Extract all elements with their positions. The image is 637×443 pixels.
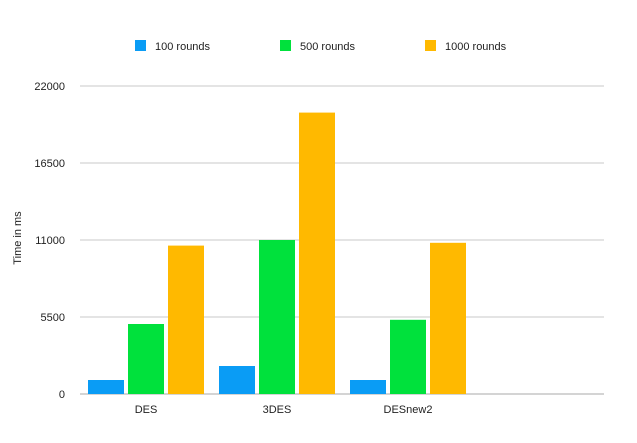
bar-des-series-1 bbox=[88, 380, 124, 394]
y-tick-label: 11000 bbox=[35, 235, 65, 247]
x-axis-ticks: DES 3DES DESnew2 bbox=[135, 404, 433, 416]
legend-label: 100 rounds bbox=[155, 41, 211, 53]
bar-3des-series-1 bbox=[219, 366, 255, 394]
x-tick-label: 3DES bbox=[263, 404, 292, 416]
bar-desnew2-series-2 bbox=[390, 319, 426, 394]
bar-des-series-2 bbox=[128, 324, 164, 394]
bar-3des-series-3 bbox=[299, 112, 335, 394]
y-tick-label: 16500 bbox=[34, 158, 65, 170]
x-tick-label: DESnew2 bbox=[384, 404, 433, 416]
bar-3des-series-2 bbox=[259, 240, 295, 394]
legend-label: 1000 rounds bbox=[445, 41, 507, 53]
x-tick-label: DES bbox=[135, 404, 158, 416]
y-axis-ticks: 0 5500 11000 16500 22000 bbox=[34, 81, 65, 401]
legend-swatch bbox=[135, 40, 146, 51]
bar-des-series-3 bbox=[168, 245, 204, 394]
legend-swatch bbox=[280, 40, 291, 51]
legend: 100 rounds 500 rounds 1000 rounds bbox=[135, 40, 507, 53]
y-tick-label: 5500 bbox=[41, 312, 65, 324]
bar-desnew2-series-1 bbox=[350, 380, 386, 394]
y-axis-label: Time in ms bbox=[12, 211, 24, 265]
bar-desnew2-series-3 bbox=[430, 242, 466, 394]
legend-swatch bbox=[425, 40, 436, 51]
bars bbox=[88, 112, 466, 394]
legend-label: 500 rounds bbox=[300, 41, 356, 53]
y-tick-label: 0 bbox=[59, 389, 65, 401]
gridlines bbox=[80, 85, 604, 395]
y-tick-label: 22000 bbox=[34, 81, 65, 93]
